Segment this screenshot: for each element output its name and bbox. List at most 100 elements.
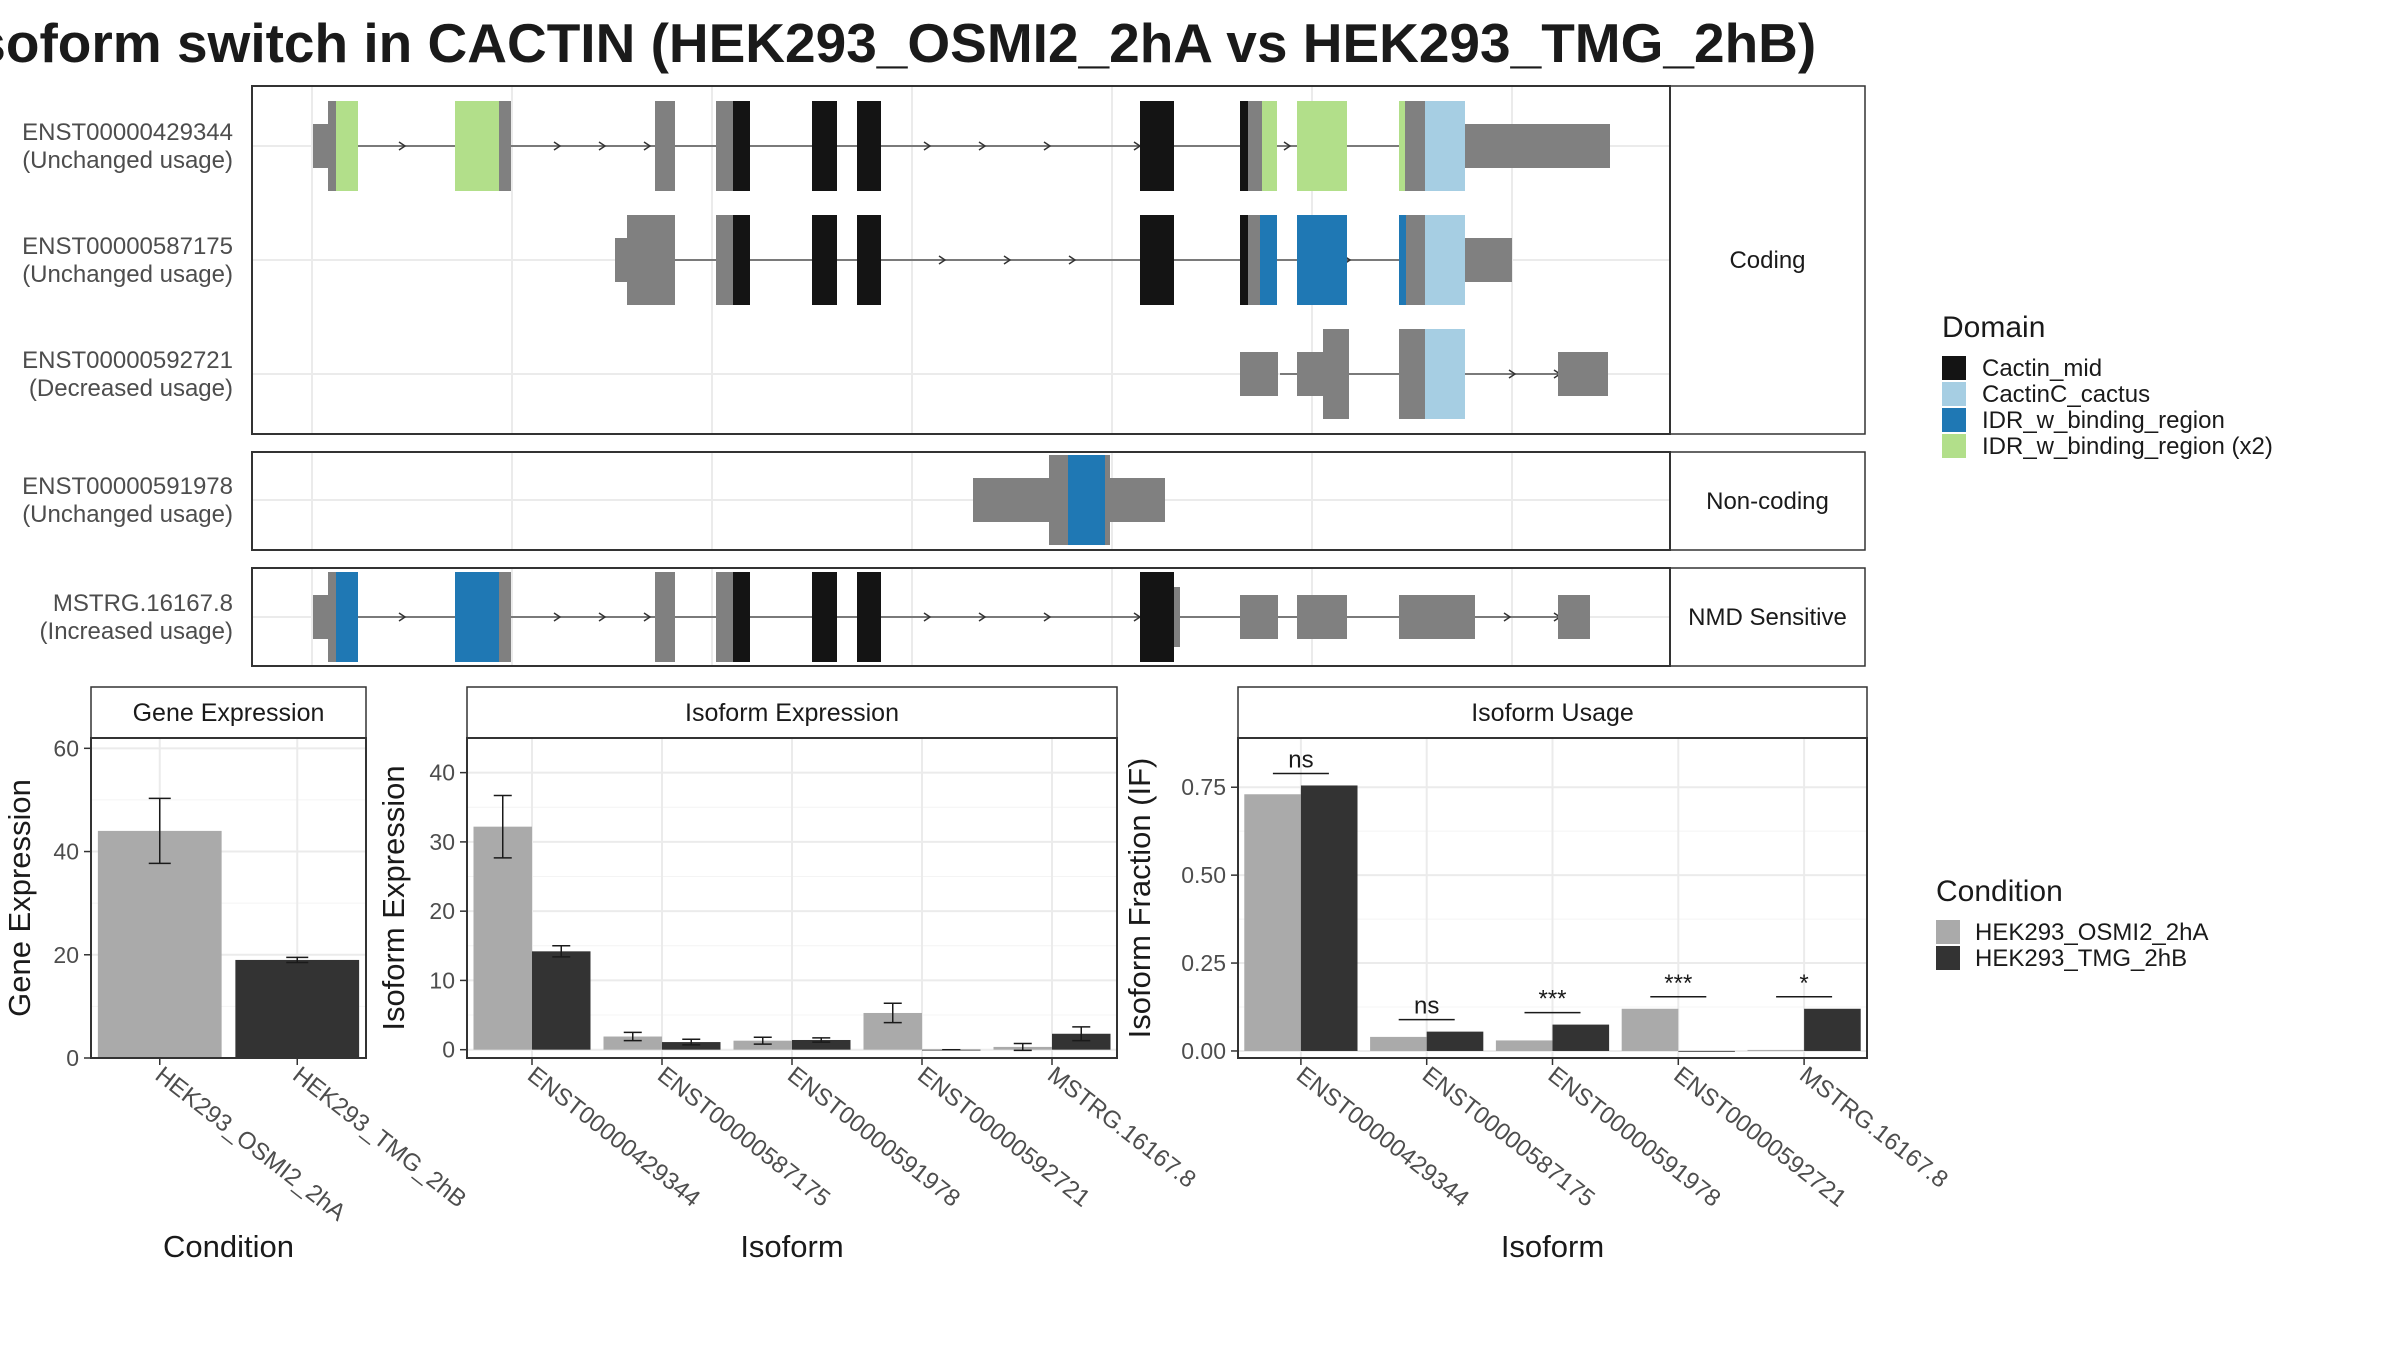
exon-utr [313,124,331,168]
intron-arrow [1508,369,1517,379]
page-title: Isoform switch in CACTIN (HEK293_OSMI2_2… [0,8,1900,78]
bar [733,1040,792,1050]
exon-coding [716,572,733,662]
domain-legend-key [1942,382,1966,406]
condition-legend-key [1936,920,1960,944]
chart-title: Isoform Expression [685,699,899,727]
exon-utr [1110,478,1165,522]
exon-coding [1323,329,1349,419]
exon-coding [716,215,733,305]
y-tick-label: 0 [442,1037,455,1063]
condition-legend-label: HEK293_TMG_2hB [1975,945,2187,972]
page-title-text: Isoform switch in CACTIN (HEK293_OSMI2_2… [0,12,1817,74]
exon-coding [1405,101,1425,191]
intron-arrow [1068,255,1077,265]
exon-coding [655,101,675,191]
exon-coding [1248,215,1260,305]
intron-arrow [398,141,407,151]
chart-title: Isoform Usage [1471,699,1634,727]
exon-utr [1465,124,1610,168]
y-tick-label: 30 [429,829,455,855]
exon-utr [1465,238,1512,282]
y-axis-title: Isoform Expression [376,765,411,1030]
exon-cactinc [1425,329,1465,419]
exon-idr-x2 [336,101,358,191]
intron-arrow [978,612,987,622]
bar [603,1036,662,1050]
intron-arrow [598,141,607,151]
exon-utr [973,478,1049,522]
domain-legend-key [1942,434,1966,458]
exon-cactin-mid [1140,572,1174,662]
intron-arrow [398,612,407,622]
exon-utr [1399,595,1475,639]
exon-coding [328,101,336,191]
chart-title-strip [90,686,367,739]
bar [1426,1031,1484,1051]
exon-utr [1558,352,1608,396]
exon-coding [1248,101,1262,191]
y-tick-label: 40 [53,839,79,865]
isoform-facet-border [251,567,1671,667]
intron-arrow [643,612,652,622]
transcript-id-label: ENST00000592721 [22,347,233,374]
exon-coding [1105,455,1110,545]
transcript-usage-label: (Unchanged usage) [22,501,233,528]
bar [662,1042,721,1050]
intron-arrow [1503,612,1512,622]
exon-idr [1260,215,1277,305]
exon-cactin-mid [857,101,881,191]
exon-cactin-mid [812,101,837,191]
exon-idr [455,572,499,662]
bar [1495,1040,1553,1051]
chart-title: Gene Expression [133,699,325,727]
bar [473,826,532,1050]
bar [1747,1049,1805,1051]
chart-title-strip [466,686,1118,739]
exon-cactin-mid [812,572,837,662]
exon-idr [1297,215,1347,305]
exon-coding [1406,215,1426,305]
transcript-id-label: ENST00000429344 [22,119,233,146]
exon-utr [1558,595,1590,639]
y-tick-label: 20 [429,898,455,924]
facet-strip-label: NMD Sensitive [1688,604,1847,631]
significance-label: *** [1664,970,1692,997]
exon-cactin-mid [812,215,837,305]
y-tick-label: 0.75 [1181,774,1226,800]
exon-cactin-mid [857,572,881,662]
bar [235,959,360,1058]
domain-legend-label: Cactin_mid [1982,355,2102,382]
x-axis-title: Isoform [740,1229,843,1264]
isoform-facet-border [251,85,1671,435]
exon-idr [336,572,358,662]
intron-arrow [1003,255,1012,265]
intron-arrow [598,612,607,622]
exon-cactinc [1425,101,1465,191]
intron-arrow [643,141,652,151]
transcript-id-label: ENST00000587175 [22,233,233,260]
domain-legend-title: Domain [1942,311,2045,344]
exon-coding [1399,329,1426,419]
y-tick-label: 0.25 [1181,950,1226,976]
exon-cactin-mid [733,215,750,305]
exon-idr [1399,215,1406,305]
bar [532,951,591,1050]
bar [1804,1008,1861,1051]
exon-utr [1240,595,1278,639]
exon-cactinc [1425,215,1465,305]
exon-coding [655,572,675,662]
exon-cactin-mid [1240,215,1248,305]
domain-legend-label: IDR_w_binding_region (x2) [1982,433,2273,460]
bar [1244,794,1301,1051]
exon-coding [499,101,511,191]
domain-legend-key [1942,408,1966,432]
exon-coding [627,215,675,305]
intron-arrow [1043,141,1052,151]
transcript-usage-label: (Increased usage) [40,618,233,645]
facet-strip [1669,85,1866,435]
exon-coding [328,572,336,662]
bar [97,830,222,1058]
intron-arrow [978,141,987,151]
domain-legend-key [1942,356,1966,380]
